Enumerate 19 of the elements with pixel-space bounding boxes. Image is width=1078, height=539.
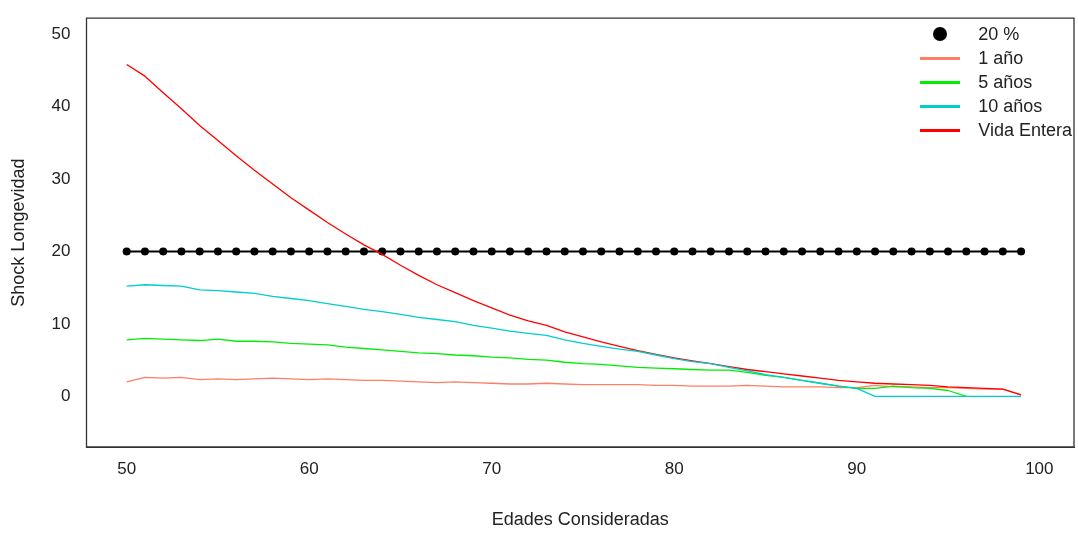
legend-label: Vida Entera bbox=[978, 119, 1072, 141]
x-tick-label: 60 bbox=[299, 458, 319, 478]
legend-label: 5 años bbox=[978, 71, 1033, 93]
y-tick-label: 20 bbox=[51, 241, 71, 261]
y-tick-label: 40 bbox=[51, 96, 71, 116]
x-tick-label: 100 bbox=[1025, 458, 1054, 478]
y-axis-title: Shock Longevidad bbox=[7, 158, 28, 307]
legend-label: 20 % bbox=[978, 23, 1020, 45]
y-tick-label: 0 bbox=[61, 385, 71, 405]
y-tick-label: 30 bbox=[51, 168, 71, 188]
x-axis-title: Edades Consideradas bbox=[491, 509, 669, 530]
x-tick-label: 80 bbox=[664, 458, 684, 478]
x-tick-label: 50 bbox=[117, 458, 137, 478]
legend-label: 10 años bbox=[978, 95, 1043, 117]
legend-label: 1 año bbox=[978, 47, 1024, 69]
y-tick-label: 50 bbox=[51, 23, 71, 43]
y-tick-label: 10 bbox=[51, 313, 71, 333]
x-tick-label: 70 bbox=[482, 458, 502, 478]
x-tick-label: 90 bbox=[847, 458, 867, 478]
